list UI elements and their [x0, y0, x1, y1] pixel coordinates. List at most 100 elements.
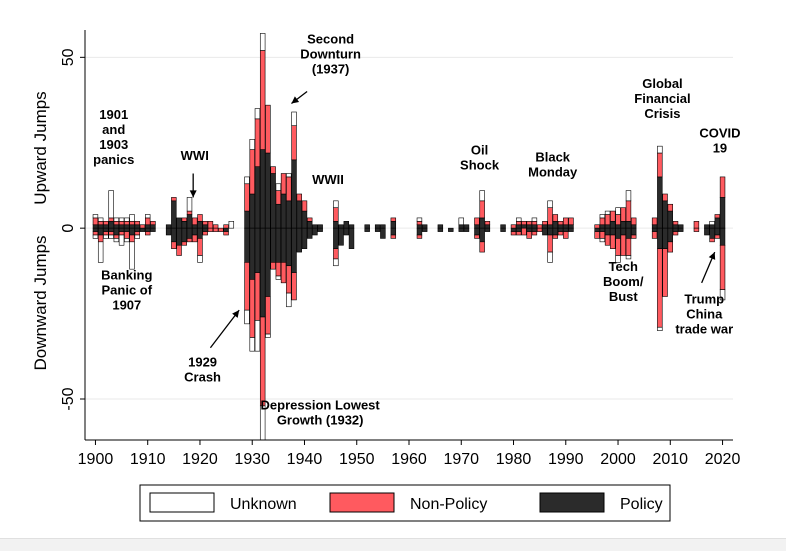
bar-up-policy-2002	[625, 221, 632, 229]
legend-swatch-policy	[539, 492, 605, 513]
bar-up-non-policy-1923	[212, 224, 219, 229]
bar-down-non-policy-1933	[265, 296, 271, 335]
annotation-crash-1929: 1929 Crash	[184, 355, 221, 385]
bar-down-non-policy-1906	[124, 231, 130, 239]
bar-down-policy-1921	[202, 227, 208, 232]
bar-down-policy-1925	[223, 227, 229, 232]
bar-down-unknown-1987	[547, 251, 553, 263]
bar-up-policy-1902	[103, 224, 109, 229]
bar-up-non-policy-1930	[249, 149, 255, 195]
bar-up-non-policy-1900	[92, 217, 99, 226]
bar-up-policy-1919	[192, 224, 198, 229]
bar-up-non-policy-1901	[97, 221, 104, 226]
bar-down-policy-1932	[259, 227, 266, 318]
legend-swatch-non-policy	[329, 492, 395, 513]
bar-up-non-policy-2009	[662, 193, 668, 202]
bar-up-non-policy-1936	[280, 173, 287, 195]
bar-down-policy-1930	[249, 227, 255, 280]
bar-down-policy-1936	[280, 227, 287, 263]
bar-down-policy-1989	[557, 227, 564, 232]
bar-up-non-policy-2000	[615, 214, 621, 226]
arrowhead-crash-1929-arrow	[232, 310, 240, 318]
bar-down-policy-1904	[113, 227, 120, 236]
bar-down-non-policy-2007	[651, 231, 658, 239]
bar-down-unknown-1930	[249, 337, 255, 352]
bar-up-policy-1914	[165, 224, 172, 229]
bar-down-non-policy-2015	[693, 227, 700, 232]
bar-up-non-policy-1957	[390, 217, 397, 222]
bar-down-policy-2010	[667, 227, 673, 243]
bar-down-policy-1955	[380, 227, 386, 239]
bar-up-non-policy-1935	[275, 190, 282, 205]
bar-down-policy-1997	[599, 227, 606, 232]
bar-up-policy-1920	[197, 221, 203, 229]
bar-down-policy-2012	[678, 227, 684, 232]
bar-up-non-policy-1974	[479, 200, 485, 219]
bar-up-policy-1947	[338, 224, 344, 229]
bar-down-unknown-1900	[92, 234, 99, 239]
bar-down-policy-1902	[103, 227, 109, 232]
annotation-banking-panic-1907: Banking Panic of 1907	[101, 267, 153, 312]
bar-up-unknown-1900	[92, 214, 99, 219]
legend-label-policy: Policy	[620, 496, 663, 513]
bar-up-policy-2012	[678, 224, 684, 229]
bar-up-unknown-1931	[254, 108, 261, 120]
bar-down-non-policy-1921	[202, 231, 208, 236]
bar-down-non-policy-1999	[610, 234, 616, 249]
bar-up-non-policy-1983	[526, 221, 532, 226]
bar-down-unknown-1931	[254, 320, 261, 352]
annotation-covid-19: COVID 19	[699, 126, 740, 156]
bar-down-non-policy-1915	[171, 241, 177, 249]
bar-up-policy-1988	[552, 221, 559, 229]
bar-down-non-policy-1984	[531, 231, 538, 236]
bar-down-non-policy-1982	[521, 227, 527, 236]
bar-down-non-policy-1937	[286, 265, 292, 294]
bar-down-policy-1908	[134, 227, 140, 232]
bar-up-policy-1932	[259, 149, 266, 229]
bar-up-non-policy-1988	[552, 214, 559, 222]
bar-up-policy-1966	[437, 224, 444, 229]
bar-down-non-policy-1924	[218, 227, 224, 232]
bar-down-non-policy-2011	[672, 231, 679, 236]
x-tick-label: 1930	[234, 451, 270, 468]
bar-down-unknown-1905	[118, 234, 125, 246]
bar-up-unknown-1932	[259, 33, 266, 51]
bar-down-non-policy-1988	[552, 234, 559, 239]
bar-up-policy-1971	[463, 224, 470, 229]
bar-down-policy-1920	[197, 227, 203, 239]
bar-up-unknown-1997	[599, 214, 606, 219]
bar-up-non-policy-2020	[719, 176, 726, 198]
bar-down-policy-1943	[317, 227, 323, 232]
bar-down-non-policy-1987	[547, 234, 553, 253]
bar-up-policy-2017	[704, 224, 710, 229]
x-tick-label: 1920	[182, 451, 218, 468]
bar-up-policy-1986	[542, 224, 548, 229]
bar-up-unknown-1970	[458, 217, 464, 226]
bar-up-non-policy-1989	[557, 221, 564, 226]
bar-down-policy-1957	[390, 227, 397, 236]
bar-up-policy-1999	[610, 221, 616, 229]
bar-up-non-policy-1932	[259, 50, 266, 150]
bar-up-policy-2001	[620, 221, 626, 229]
bar-up-policy-1975	[484, 224, 491, 229]
bar-up-non-policy-1917	[181, 217, 187, 222]
bar-up-non-policy-1911	[150, 221, 156, 226]
bar-down-non-policy-1936	[280, 262, 287, 284]
bar-up-policy-1934	[270, 173, 276, 229]
bar-up-non-policy-2008	[657, 152, 663, 178]
bar-up-unknown-1903	[108, 190, 114, 219]
bar-down-policy-2001	[620, 227, 626, 236]
bar-down-non-policy-1980	[510, 231, 517, 236]
bar-down-policy-1966	[437, 227, 444, 232]
bar-up-unknown-2018	[709, 221, 715, 226]
bar-up-policy-1933	[265, 152, 271, 229]
bar-down-non-policy-1938	[291, 272, 297, 301]
bar-up-policy-1929	[244, 210, 250, 229]
bar-up-non-policy-2001	[620, 207, 626, 222]
bar-up-policy-1981	[516, 224, 522, 229]
bar-up-non-policy-1996	[594, 224, 600, 229]
bar-down-non-policy-2010	[667, 241, 673, 253]
bar-up-unknown-1926	[228, 221, 235, 229]
bar-down-policy-1974	[479, 227, 485, 243]
bar-down-non-policy-1983	[526, 231, 532, 239]
